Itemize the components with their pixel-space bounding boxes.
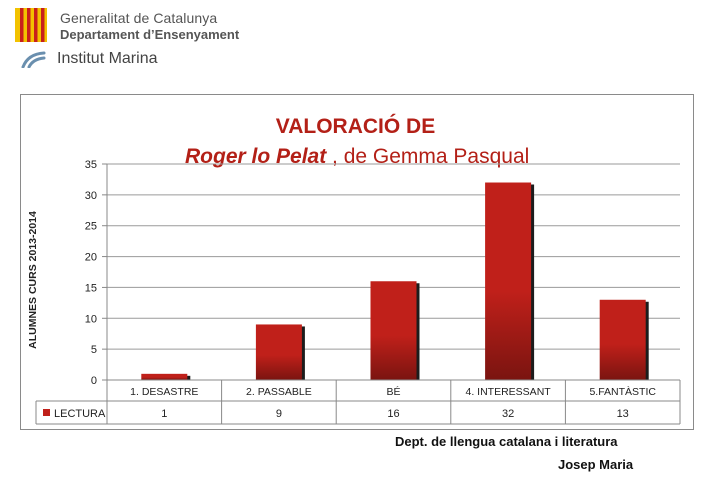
bar bbox=[255, 324, 302, 380]
data-table-value: 1 bbox=[161, 408, 167, 420]
data-table-value: 32 bbox=[502, 408, 514, 420]
data-table-value: 9 bbox=[276, 408, 282, 420]
org-name: Generalitat de Catalunya bbox=[60, 10, 218, 26]
chart-frame bbox=[20, 94, 694, 430]
institute-logo-icon bbox=[21, 51, 46, 68]
x-category-label: 5.FANTÀSTIC bbox=[589, 385, 656, 398]
legend-label: LECTURA bbox=[54, 408, 106, 420]
footer-department: Dept. de llengua catalana i literatura bbox=[395, 434, 618, 449]
chart-title-line1: VALORACIÓ DE bbox=[275, 115, 436, 138]
institute-name: Institut Marina bbox=[57, 50, 158, 67]
x-category-label: BÉ bbox=[386, 385, 400, 398]
y-tick-label: 35 bbox=[85, 159, 97, 171]
y-tick-label: 0 bbox=[91, 375, 97, 387]
chart-title: VALORACIÓ DE bbox=[0, 115, 713, 139]
department-name: Departament d’Ensenyament bbox=[60, 27, 240, 42]
y-tick-label: 20 bbox=[85, 252, 97, 264]
book-title: Roger lo Pelat bbox=[185, 145, 327, 168]
y-tick-label: 30 bbox=[85, 190, 97, 202]
chart-subtitle: Roger lo Pelat , de Gemma Pasqual bbox=[185, 145, 529, 169]
footer-author: Josep Maria bbox=[558, 457, 634, 472]
x-category-label: 2. PASSABLE bbox=[246, 386, 312, 398]
author-text: , de Gemma Pasqual bbox=[332, 145, 530, 168]
data-table-value: 16 bbox=[387, 408, 399, 420]
generalitat-logo-icon bbox=[15, 8, 47, 42]
bar bbox=[485, 182, 532, 380]
bar bbox=[599, 299, 646, 380]
y-tick-label: 10 bbox=[85, 313, 97, 325]
data-table-value: 13 bbox=[617, 408, 629, 420]
x-category-label: 1. DESASTRE bbox=[130, 386, 198, 398]
bar bbox=[141, 373, 188, 380]
y-tick-label: 5 bbox=[91, 344, 97, 356]
bar bbox=[370, 281, 417, 380]
y-tick-label: 25 bbox=[85, 221, 97, 233]
legend-swatch bbox=[43, 409, 50, 416]
y-tick-label: 15 bbox=[85, 282, 97, 294]
x-category-label: 4. INTERESSANT bbox=[466, 386, 552, 398]
header: Generalitat de Catalunya Departament d’E… bbox=[0, 0, 713, 80]
